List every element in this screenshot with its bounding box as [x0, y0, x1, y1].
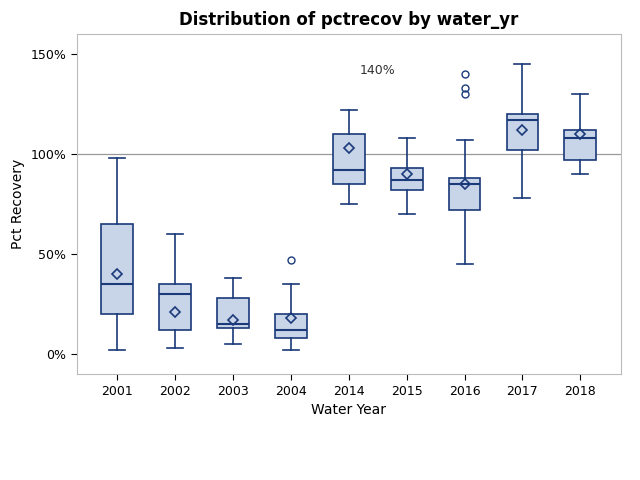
- PathPatch shape: [449, 178, 481, 210]
- PathPatch shape: [275, 314, 307, 338]
- PathPatch shape: [217, 298, 249, 328]
- PathPatch shape: [159, 284, 191, 330]
- Title: Distribution of pctrecov by water_yr: Distribution of pctrecov by water_yr: [179, 11, 518, 29]
- PathPatch shape: [333, 134, 365, 184]
- Text: 140%: 140%: [359, 64, 395, 77]
- PathPatch shape: [564, 130, 596, 160]
- PathPatch shape: [101, 224, 133, 314]
- X-axis label: Water Year: Water Year: [311, 403, 387, 418]
- Y-axis label: Pct Recovery: Pct Recovery: [11, 159, 25, 249]
- PathPatch shape: [391, 168, 422, 190]
- PathPatch shape: [506, 114, 538, 150]
